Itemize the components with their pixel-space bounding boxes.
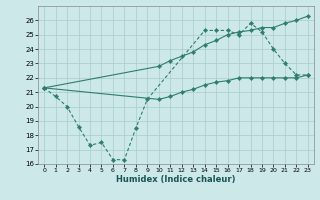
X-axis label: Humidex (Indice chaleur): Humidex (Indice chaleur)	[116, 175, 236, 184]
